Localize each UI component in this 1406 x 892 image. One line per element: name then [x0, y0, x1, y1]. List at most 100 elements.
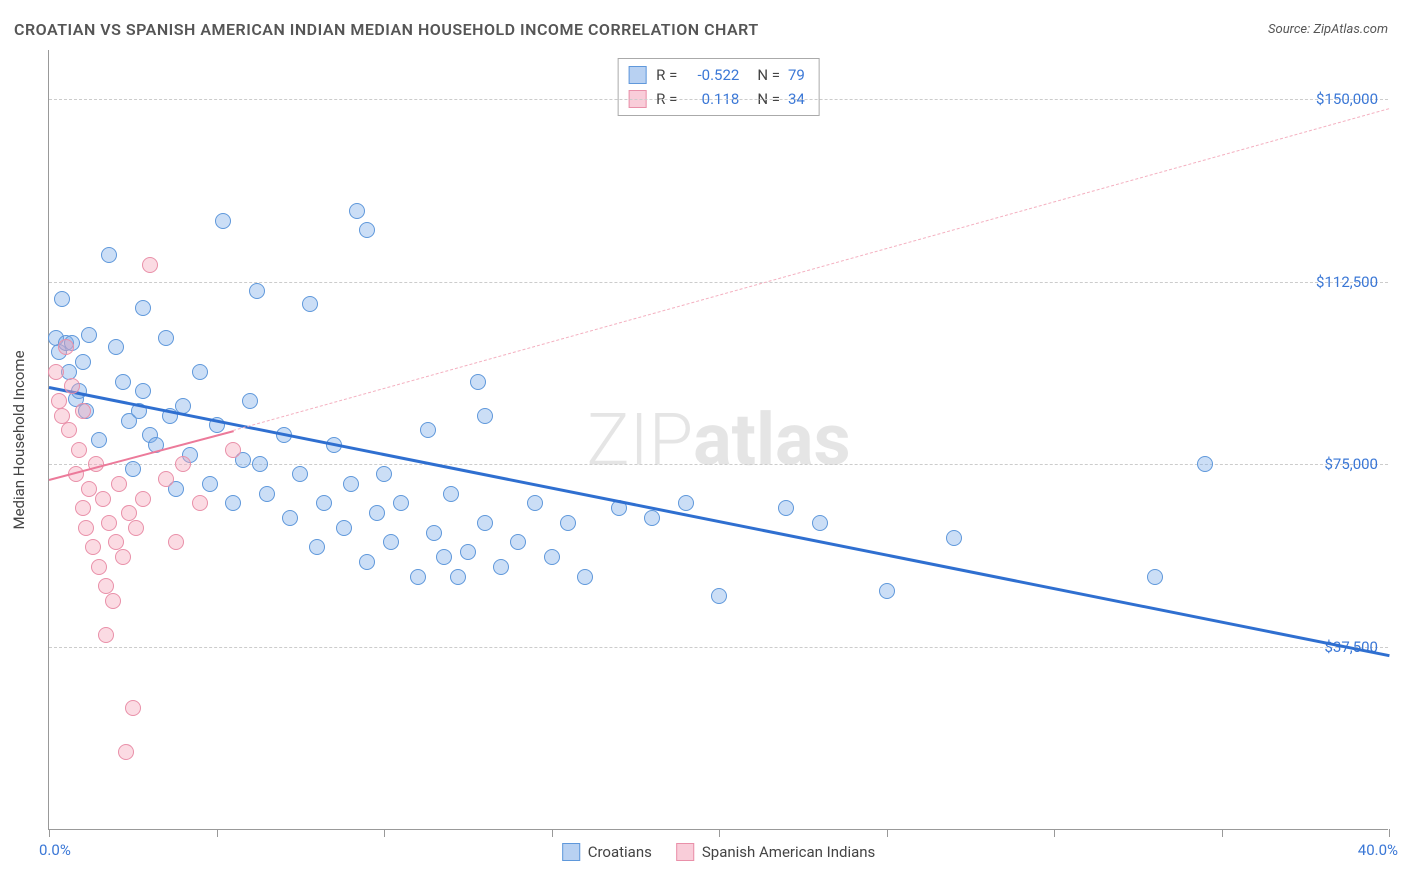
- scatter-point: [158, 330, 174, 346]
- scatter-point: [175, 456, 191, 472]
- scatter-point: [192, 364, 208, 380]
- scatter-point: [252, 456, 268, 472]
- grid-line: [49, 464, 1388, 465]
- y-axis-label: Median Household Income: [10, 350, 28, 529]
- scatter-point: [78, 520, 94, 536]
- x-tick: [384, 829, 385, 837]
- scatter-point: [61, 422, 77, 438]
- scatter-point: [678, 495, 694, 511]
- scatter-point: [115, 549, 131, 565]
- scatter-point: [98, 627, 114, 643]
- scatter-point: [105, 593, 121, 609]
- scatter-point: [527, 495, 543, 511]
- scatter-point: [58, 339, 74, 355]
- scatter-point: [54, 291, 70, 307]
- scatter-point: [101, 247, 117, 263]
- scatter-point: [946, 530, 962, 546]
- scatter-point: [477, 515, 493, 531]
- scatter-point: [302, 296, 318, 312]
- scatter-point: [192, 495, 208, 511]
- source-attribution: Source: ZipAtlas.com: [1268, 22, 1388, 37]
- x-tick: [552, 829, 553, 837]
- scatter-point: [85, 539, 101, 555]
- scatter-point: [249, 283, 265, 299]
- scatter-point: [393, 495, 409, 511]
- scatter-point: [544, 549, 560, 565]
- y-tick-label: $75,000: [1324, 455, 1378, 473]
- scatter-point: [125, 700, 141, 716]
- scatter-point: [108, 534, 124, 550]
- x-tick: [217, 829, 218, 837]
- scatter-point: [135, 383, 151, 399]
- scatter-point: [158, 471, 174, 487]
- scatter-point: [316, 495, 332, 511]
- scatter-point: [426, 525, 442, 541]
- n-value: 79: [788, 63, 805, 87]
- y-tick-label: $150,000: [1316, 90, 1378, 108]
- scatter-point: [349, 203, 365, 219]
- scatter-point: [560, 515, 576, 531]
- scatter-point: [95, 491, 111, 507]
- trend-line: [233, 109, 1389, 432]
- scatter-point: [135, 300, 151, 316]
- scatter-point: [71, 442, 87, 458]
- scatter-point: [121, 505, 137, 521]
- scatter-point: [443, 486, 459, 502]
- legend-swatch: [562, 843, 580, 861]
- trend-line: [49, 386, 1390, 657]
- legend: Croatians Spanish American Indians: [562, 843, 876, 861]
- scatter-point: [436, 549, 452, 565]
- stats-row: R = -0.522 N = 79: [628, 63, 805, 87]
- scatter-point: [135, 491, 151, 507]
- scatter-point: [812, 515, 828, 531]
- stats-box: R =-0.522N =79R =0.118N =34: [617, 58, 820, 116]
- scatter-point: [215, 213, 231, 229]
- x-tick: [1389, 829, 1390, 837]
- scatter-point: [359, 222, 375, 238]
- scatter-point: [376, 466, 392, 482]
- scatter-point: [225, 495, 241, 511]
- legend-label: Croatians: [588, 843, 652, 861]
- correlation-chart: Median Household Income ZIPatlas 0.0% 40…: [48, 50, 1388, 830]
- scatter-point: [410, 569, 426, 585]
- scatter-point: [48, 364, 64, 380]
- scatter-point: [81, 327, 97, 343]
- scatter-point: [282, 510, 298, 526]
- scatter-point: [242, 393, 258, 409]
- scatter-point: [711, 588, 727, 604]
- scatter-point: [75, 354, 91, 370]
- scatter-point: [343, 476, 359, 492]
- scatter-point: [460, 544, 476, 560]
- scatter-point: [225, 442, 241, 458]
- scatter-point: [108, 339, 124, 355]
- scatter-point: [125, 461, 141, 477]
- scatter-point: [369, 505, 385, 521]
- scatter-point: [510, 534, 526, 550]
- scatter-point: [91, 432, 107, 448]
- r-value: -0.522: [685, 63, 739, 87]
- legend-item: Spanish American Indians: [676, 843, 875, 861]
- n-label: N =: [757, 63, 780, 87]
- x-tick: [1054, 829, 1055, 837]
- scatter-point: [115, 374, 131, 390]
- legend-label: Spanish American Indians: [702, 843, 875, 861]
- source-label: Source:: [1268, 22, 1310, 37]
- scatter-point: [142, 257, 158, 273]
- scatter-point: [118, 744, 134, 760]
- scatter-point: [259, 486, 275, 502]
- scatter-point: [51, 393, 67, 409]
- scatter-point: [577, 569, 593, 585]
- scatter-point: [879, 583, 895, 599]
- scatter-point: [309, 539, 325, 555]
- scatter-point: [98, 578, 114, 594]
- scatter-point: [420, 422, 436, 438]
- r-label: R =: [656, 63, 677, 87]
- scatter-point: [168, 534, 184, 550]
- scatter-point: [54, 408, 70, 424]
- scatter-point: [778, 500, 794, 516]
- scatter-point: [75, 500, 91, 516]
- source-value: ZipAtlas.com: [1313, 22, 1388, 37]
- scatter-point: [128, 520, 144, 536]
- x-tick: [1222, 829, 1223, 837]
- scatter-point: [91, 559, 107, 575]
